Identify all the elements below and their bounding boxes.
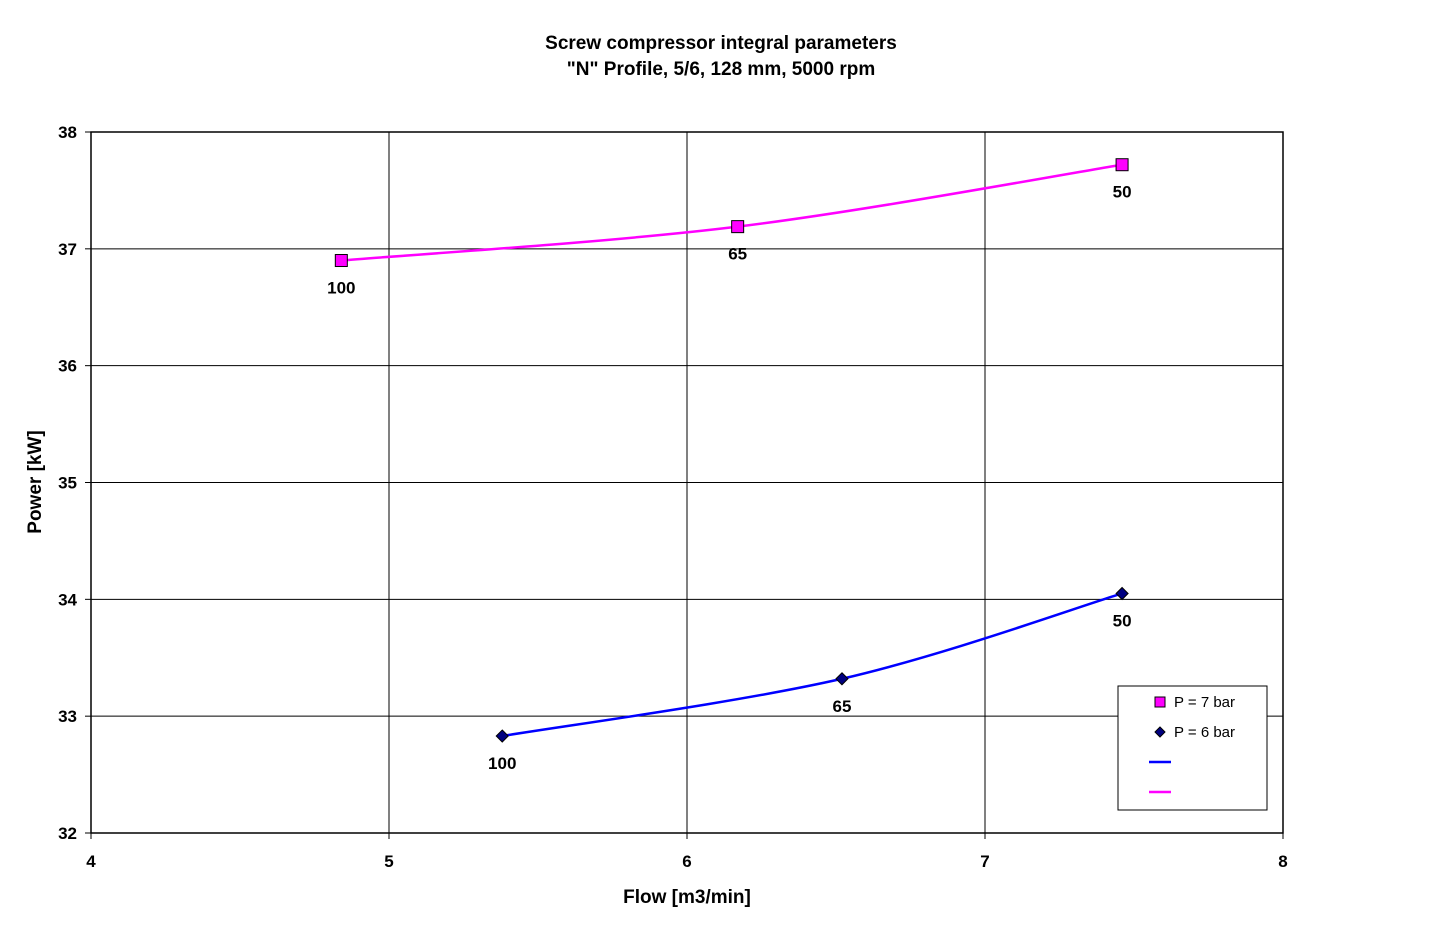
legend-box — [1117, 685, 1268, 811]
data-label: 65 — [728, 245, 747, 264]
y-tick-label: 35 — [58, 474, 77, 493]
x-tick-label: 6 — [682, 852, 691, 871]
data-point — [835, 672, 849, 686]
data-label: 50 — [1113, 611, 1132, 630]
y-tick-label: 37 — [58, 240, 77, 259]
data-point — [731, 220, 745, 234]
x-tick-label: 4 — [86, 852, 96, 871]
x-axis-label: Flow [m3/min] — [623, 887, 751, 908]
data-label: 50 — [1113, 183, 1132, 202]
x-tick-label: 8 — [1278, 852, 1287, 871]
data-point — [334, 254, 348, 268]
legend-label: P = 7 bar — [1174, 694, 1235, 711]
y-tick-label: 36 — [58, 357, 77, 376]
data-point — [1115, 586, 1129, 601]
axis-ticks: 4 5 6 7 8 32 33 34 35 36 37 38 — [58, 123, 1288, 871]
data-point — [495, 729, 509, 743]
legend-marker — [1154, 696, 1166, 708]
y-tick-label: 32 — [58, 824, 77, 843]
legend-marker — [1154, 726, 1166, 738]
y-tick-label: 34 — [58, 590, 77, 609]
data-label: 100 — [488, 754, 516, 773]
series-line — [502, 592, 1123, 738]
chart-title: Screw compressor integral parameters — [545, 33, 897, 54]
data-label: 65 — [832, 697, 851, 716]
x-tick-label: 7 — [980, 852, 989, 871]
x-tick-label: 5 — [384, 852, 393, 871]
series: 100 65 50 100 65 50 — [327, 158, 1132, 773]
data-label: 100 — [327, 279, 355, 298]
legend-label: P = 6 bar — [1174, 724, 1235, 741]
y-tick-label: 38 — [58, 123, 77, 142]
y-tick-label: 33 — [58, 707, 77, 726]
series-1: 100 65 50 — [488, 586, 1132, 773]
series-0: 100 65 50 — [327, 158, 1132, 298]
legend: P = 7 bar P = 6 bar — [1117, 685, 1268, 811]
chart-subtitle: "N" Profile, 5/6, 128 mm, 5000 rpm — [567, 59, 875, 80]
data-point — [1115, 158, 1129, 172]
grid — [91, 132, 1283, 833]
y-axis-label: Power [kW] — [25, 430, 46, 533]
